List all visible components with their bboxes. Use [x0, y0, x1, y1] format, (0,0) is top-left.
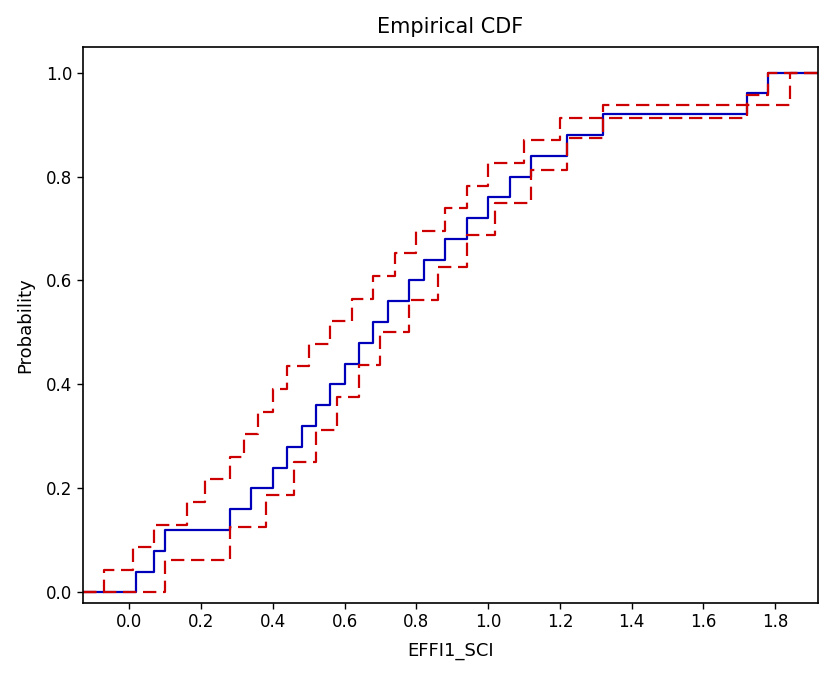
Title: Empirical CDF: Empirical CDF	[377, 17, 524, 37]
Y-axis label: Probability: Probability	[17, 277, 35, 372]
X-axis label: EFFI1_SCI: EFFI1_SCI	[407, 642, 493, 660]
